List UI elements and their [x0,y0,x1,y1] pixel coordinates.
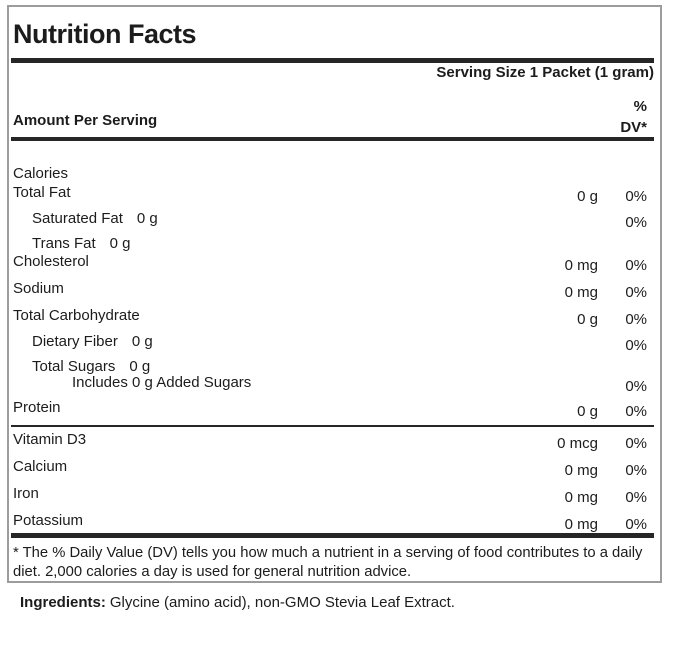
nutrient-row-iron: Iron 0 mg 0% [13,485,647,506]
amount-per-serving-header: Amount Per Serving [13,112,158,129]
nutrient-row-total-sugars: Total Sugars 0 g [13,359,647,375]
nutrient-inline-amount: 0 g [131,333,153,350]
nutrient-row-protein: Protein 0 g 0% [13,399,647,420]
ingredients-line: Ingredients: Glycine (amino acid), non-GM… [20,594,455,612]
nutrient-row-total-fat: Total Fat 0 g 0% [13,184,647,205]
nutrient-amount: 0 mcg [557,435,598,452]
nutrient-dv: 0% [625,489,647,506]
nutrient-name: Total Fat [13,184,71,201]
nutrient-row-cholesterol: Cholesterol 0 mg 0% [13,253,647,274]
serving-size-text: Serving Size 1 Packet (1 gram) [436,64,654,81]
nutrient-name: Calcium [13,458,68,475]
nutrient-name: Sodium [13,280,64,297]
nutrition-facts-title: Nutrition Facts [13,19,197,49]
nutrient-amount: 0 g [577,403,598,420]
title-divider-bar [11,58,654,63]
nutrient-dv: 0% [625,337,647,354]
nutrient-dv: 0% [625,311,647,328]
nutrient-name: Potassium [13,512,84,529]
nutrient-row-vitamin-d3: Vitamin D3 0 mcg 0% [13,431,647,452]
nutrient-row-total-carbohydrate: Total Carbohydrate 0 g 0% [13,307,647,328]
nutrient-name: Calories [13,165,69,182]
nutrient-name: Total Carbohydrate [13,307,140,324]
footnote-divider-bar [11,533,654,538]
nutrient-dv: 0% [625,378,647,395]
nutrient-name: Protein [13,399,61,416]
nutrient-inline-amount: 0 g [109,235,131,252]
nutrient-name: Vitamin D3 [13,431,87,448]
nutrient-dv: 0% [625,257,647,274]
nutrient-row-sodium: Sodium 0 mg 0% [13,280,647,301]
nutrient-row-calories: Calories [13,166,647,182]
nutrient-amount: 0 mg [564,284,598,301]
nutrient-dv: 0% [625,516,647,533]
nutrient-dv: 0% [625,403,647,420]
daily-value-footnote: * The % Daily Value (DV) tells you how m… [13,545,643,580]
nutrient-name: Saturated Fat [32,210,123,227]
nutrient-name: Iron [13,485,39,502]
percent-dv-header-line1: % [633,98,647,115]
ingredients-text: Glycine (amino acid), non-GMO Stevia Lea… [109,594,455,611]
nutrient-row-potassium: Potassium 0 mg 0% [13,512,647,533]
nutrient-dv: 0% [625,188,647,205]
nutrient-inline-amount: 0 g [136,210,158,227]
nutrient-amount: 0 g [577,311,598,328]
nutrient-row-calcium: Calcium 0 mg 0% [13,458,647,479]
nutrient-name: Trans Fat [32,235,96,252]
percent-dv-header: % DV* [620,96,647,138]
nutrition-facts-panel: Nutrition Facts Serving Size 1 Packet (1… [7,5,662,583]
nutrient-row-added-sugars: Includes 0 g Added Sugars 0% [13,374,647,395]
nutrient-name: Total Sugars [32,358,116,375]
ingredients-label: Ingredients: [20,594,106,611]
nutrient-dv: 0% [625,284,647,301]
nutrient-dv: 0% [625,462,647,479]
nutrient-row-saturated-fat: Saturated Fat 0 g 0% [13,210,647,231]
nutrient-name: Cholesterol [13,253,89,270]
nutrient-dv: 0% [625,214,647,231]
nutrient-amount: 0 g [577,188,598,205]
nutrient-dv: 0% [625,435,647,452]
percent-dv-header-line2: DV* [620,119,647,136]
vitamins-divider-line [11,425,654,427]
nutrient-row-trans-fat: Trans Fat 0 g [13,236,647,252]
nutrient-amount: 0 mg [564,257,598,274]
nutrient-amount: 0 mg [564,516,598,533]
nutrient-amount: 0 mg [564,489,598,506]
nutrient-inline-amount: 0 g [129,358,151,375]
nutrient-row-dietary-fiber: Dietary Fiber 0 g 0% [13,333,647,354]
nutrient-name: Includes 0 g Added Sugars [72,374,252,391]
header-divider-bar [11,137,654,141]
nutrient-name: Dietary Fiber [32,333,118,350]
nutrient-amount: 0 mg [564,462,598,479]
